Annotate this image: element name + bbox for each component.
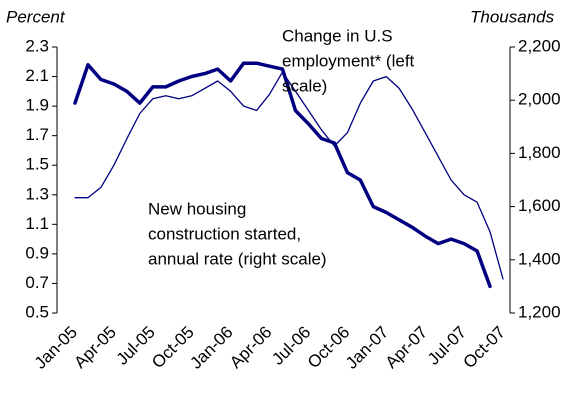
y2-tick-label: 1,200 xyxy=(518,302,561,321)
y-tick-label: 1.1 xyxy=(25,214,49,233)
y-tick-label: 0.7 xyxy=(25,273,49,292)
y2-tick-label: 1,600 xyxy=(518,196,561,215)
x-tick-label: Apr-06 xyxy=(226,323,276,373)
annotation: Change in U.S xyxy=(282,26,393,45)
y-tick-label: 1.3 xyxy=(25,184,49,203)
y-tick-label: 1.7 xyxy=(25,125,49,144)
line-series xyxy=(73,61,492,289)
y-tick-label: 2.3 xyxy=(25,36,49,55)
x-tick-label: Oct-05 xyxy=(148,323,198,373)
y-tick-label: 0.5 xyxy=(25,302,49,321)
y-tick-label: 2.1 xyxy=(25,66,49,85)
y-axis-label: Percent xyxy=(6,7,66,26)
x-tick-label: Apr-07 xyxy=(382,323,432,373)
x-tick-label: Oct-06 xyxy=(304,323,354,373)
x-tick-label: Apr-05 xyxy=(70,323,120,373)
y-tick-label: 0.9 xyxy=(25,243,49,262)
y-tick-label: 1.9 xyxy=(25,96,49,115)
y2-tick-label: 2,200 xyxy=(518,36,561,55)
y2-tick-label: 2,000 xyxy=(518,90,561,109)
annotation: scale) xyxy=(282,76,327,95)
y2-tick-label: 1,400 xyxy=(518,249,561,268)
x-tick-label: Oct-07 xyxy=(459,323,509,373)
y-tick-label: 1.5 xyxy=(25,155,49,174)
annotation: New housing xyxy=(148,199,246,218)
x-tick-label: Jan-07 xyxy=(342,323,392,373)
y2-tick-label: 1,800 xyxy=(518,143,561,162)
y2-axis-label: Thousands xyxy=(470,7,555,26)
annotation: construction started, xyxy=(148,224,301,243)
x-tick-label: Jan-05 xyxy=(31,323,81,373)
annotation: employment* (left xyxy=(282,51,415,70)
annotation: annual rate (right scale) xyxy=(148,249,327,268)
line-series xyxy=(74,71,504,280)
x-tick-label: Jan-06 xyxy=(186,323,236,373)
